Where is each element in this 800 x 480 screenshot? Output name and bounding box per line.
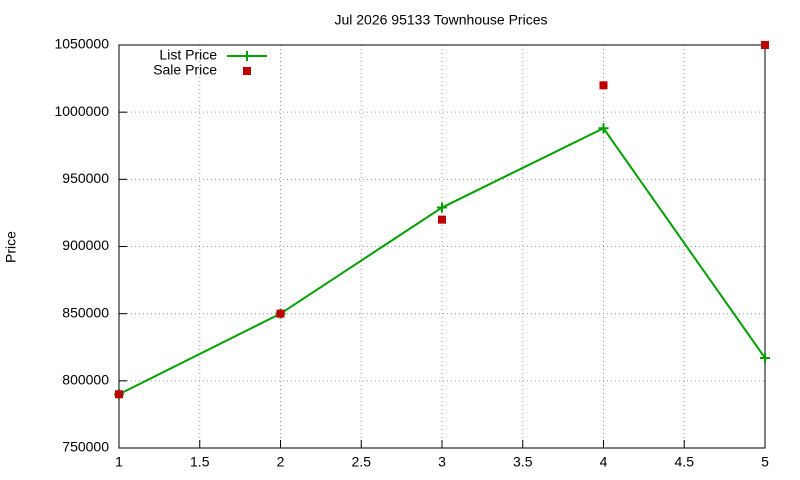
x-tick-label: 4 — [600, 454, 608, 470]
y-tick-label: 950000 — [62, 170, 109, 186]
legend-marker — [243, 67, 251, 75]
y-tick-label: 1050000 — [54, 36, 109, 52]
y-tick-label: 850000 — [62, 304, 109, 320]
point — [599, 81, 608, 90]
y-axis-label: Price — [3, 231, 19, 263]
x-tick-label: 1 — [115, 454, 123, 470]
x-tick-label: 3.5 — [513, 454, 533, 470]
point — [760, 352, 770, 363]
y-tick-label: 900000 — [62, 237, 109, 253]
point — [276, 309, 285, 318]
x-tick-label: 2.5 — [352, 454, 372, 470]
plot-border — [118, 44, 766, 449]
legend-marker — [242, 51, 252, 61]
x-tick-label: 2 — [277, 454, 285, 470]
y-tick-label: 750000 — [62, 439, 109, 455]
y-tick-label: 1000000 — [54, 103, 109, 119]
x-tick-label: 1.5 — [190, 454, 210, 470]
x-tick-label: 4.5 — [675, 454, 695, 470]
point — [115, 390, 123, 399]
x-tick-label: 5 — [761, 454, 769, 470]
legend-label: Sale Price — [153, 62, 217, 78]
point — [438, 215, 446, 224]
point — [437, 202, 447, 213]
point — [761, 41, 769, 49]
legend-label: List Price — [159, 47, 217, 63]
y-tick-label: 800000 — [62, 372, 109, 388]
x-tick-label: 3 — [438, 454, 446, 470]
point — [598, 123, 609, 134]
chart-title: Jul 2026 95133 Townhouse Prices — [334, 12, 547, 28]
